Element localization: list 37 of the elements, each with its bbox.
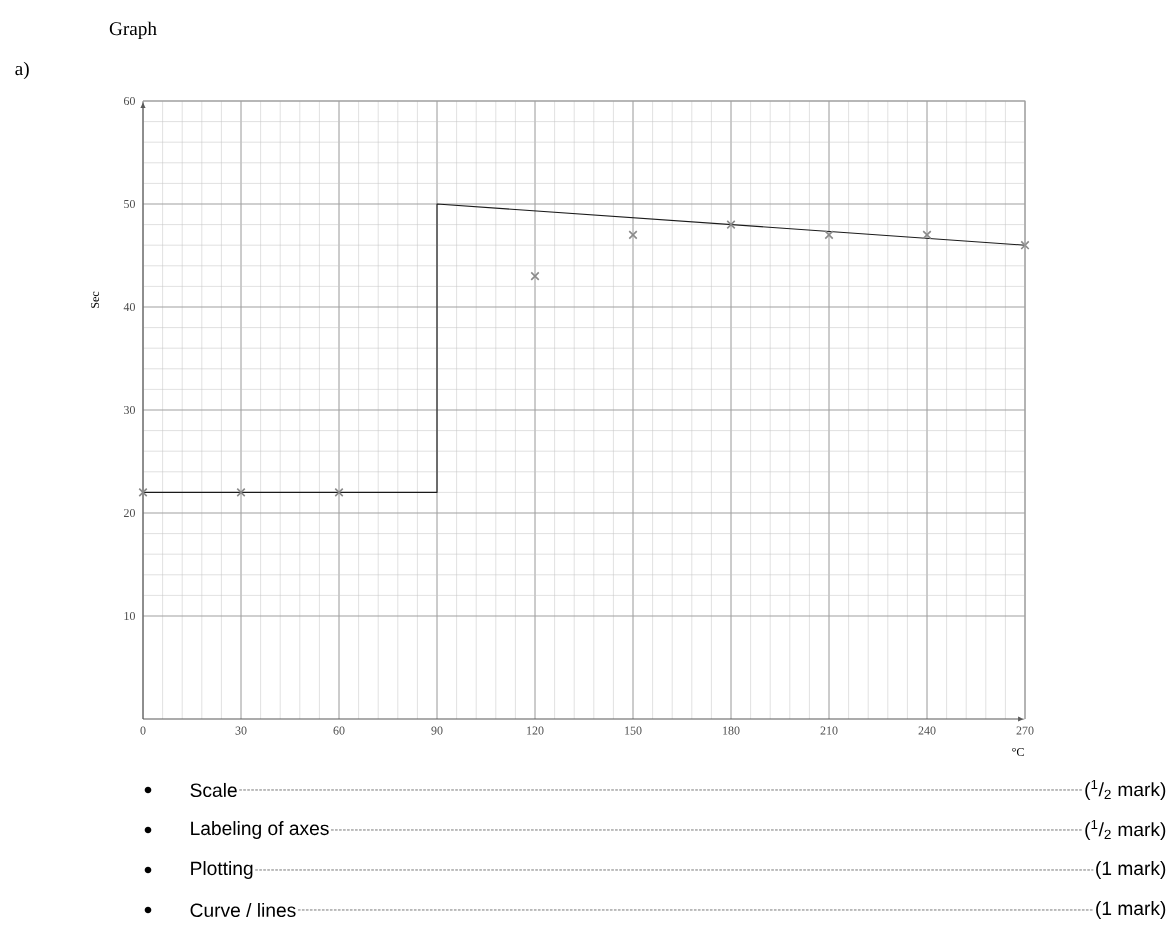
point (922, 230, 932, 240)
x-tick-label: 150 (625, 726, 642, 735)
y-tick-label: 60 (123, 96, 135, 106)
text: a) (15, 61, 29, 80)
point (138, 487, 148, 497)
x-tick-label: 180 (723, 726, 740, 735)
text: Labeling of axes (191, 821, 329, 839)
point (726, 220, 736, 230)
y-tick-label: 10 (124, 611, 135, 621)
point (824, 230, 834, 240)
x-tick-label: 240 (918, 726, 936, 735)
text: ($^{1}$/$_{2}$ mark) (1085, 819, 1166, 841)
x-tick-label: 270 (1016, 726, 1034, 735)
text: Scale (190, 782, 237, 798)
y-axis-title: Sec (90, 291, 100, 308)
point (236, 487, 246, 497)
point (530, 271, 540, 281)
y-tick-label: 40 (123, 302, 135, 312)
chart-title: Graph (109, 21, 157, 40)
x-tick-label: 210 (820, 726, 838, 735)
y-tick-label: 30 (124, 405, 135, 415)
x-tick-label: 60 (333, 726, 345, 735)
point (628, 230, 638, 240)
point (1020, 240, 1030, 250)
y-tick-label: 50 (124, 199, 135, 209)
x-tick-label: 120 (527, 726, 544, 735)
x-axis-title: °C (1012, 747, 1024, 757)
text: (1 mark) (1096, 901, 1166, 919)
y-tick-label: 20 (123, 508, 135, 518)
text: (1 mark) (1096, 861, 1166, 879)
point (334, 487, 344, 497)
x-tick-label: 0 (140, 726, 146, 735)
x-tick-label: 30 (235, 726, 247, 735)
text: ($^{1}$/$_{2}$ mark) (1085, 779, 1166, 801)
text: Plotting (191, 861, 253, 879)
x-tick-label: 90 (431, 726, 443, 735)
text: Curve / lines (190, 902, 296, 918)
